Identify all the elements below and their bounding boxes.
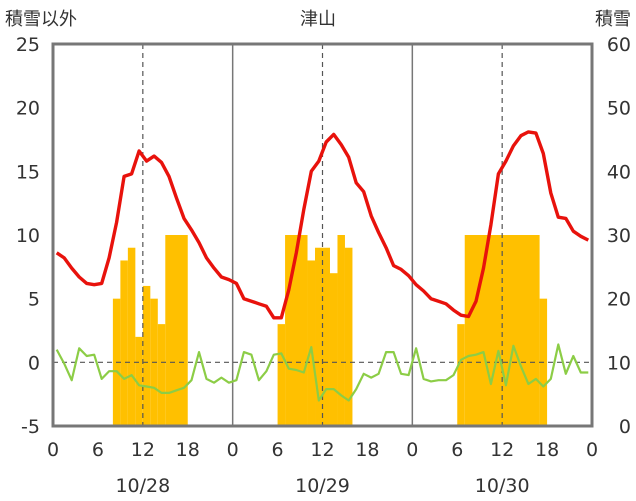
snow-bar-2	[127, 247, 136, 426]
x-tick-label: 12	[131, 439, 155, 461]
left-tick-label: 20	[16, 98, 40, 120]
x-tick-label: 18	[535, 439, 559, 461]
x-tick-label: 0	[227, 439, 239, 461]
snow-bar-14	[344, 247, 353, 426]
snow-bars	[112, 235, 548, 426]
right-tick-label: 40	[607, 161, 631, 183]
snow-bar-8	[277, 324, 286, 426]
x-tick-labels: 0 6 12 18 0 6 12 18 0 6 12 18 0	[47, 439, 598, 461]
snow-bar-10	[307, 260, 316, 426]
x-tick-label: 6	[92, 439, 104, 461]
right-tick-label: 60	[607, 34, 631, 56]
right-axis-title: 積雪	[595, 9, 631, 30]
left-tick-label: 0	[28, 352, 40, 374]
left-tick-label: 15	[16, 161, 40, 183]
right-tick-label: 30	[607, 225, 631, 247]
day-labels: 10/28 10/29 10/30	[115, 475, 529, 497]
series-lines	[55, 130, 590, 402]
right-tick-labels: 60 50 40 30 20 10 0	[607, 34, 631, 438]
snow-bar-6	[157, 324, 166, 426]
snow-bar-13	[337, 235, 345, 426]
right-tick-label: 50	[607, 98, 631, 120]
x-tick-label: 12	[310, 439, 334, 461]
x-tick-label: 6	[272, 439, 284, 461]
left-axis-title: 積雪以外	[5, 9, 77, 30]
left-tick-label: -5	[21, 416, 40, 438]
day-label: 10/28	[115, 475, 170, 497]
snow-bar-16	[464, 235, 540, 426]
right-tick-label: 10	[607, 352, 631, 374]
day-label: 10/30	[475, 475, 530, 497]
left-tick-label: 5	[28, 289, 40, 311]
green-series-line	[55, 343, 589, 402]
snow-bar-4	[142, 285, 151, 426]
x-tick-label: 12	[490, 439, 514, 461]
red-series-line	[55, 130, 590, 320]
left-tick-labels: 25 20 15 10 5 0 -5	[16, 34, 40, 438]
snow-bar-9	[285, 235, 308, 426]
x-tick-label: 0	[47, 439, 59, 461]
day-label: 10/29	[295, 475, 350, 497]
left-tick-label: 25	[16, 34, 40, 56]
right-tick-label: 20	[607, 289, 631, 311]
x-tick-label: 0	[406, 439, 418, 461]
snow-bar-12	[329, 273, 338, 426]
x-tick-label: 18	[355, 439, 379, 461]
left-tick-label: 10	[16, 225, 40, 247]
chart-title: 津山	[300, 9, 336, 30]
gridlines	[53, 44, 592, 426]
right-tick-label: 0	[619, 416, 631, 438]
x-tick-label: 0	[586, 439, 598, 461]
x-tick-label: 18	[176, 439, 200, 461]
x-tick-label: 6	[451, 439, 463, 461]
plot-frame	[51, 42, 594, 428]
snow-bar-7	[165, 235, 188, 426]
snow-bar-15	[457, 324, 465, 426]
snow-bar-3	[135, 336, 143, 426]
snow-bar-1	[120, 260, 128, 426]
